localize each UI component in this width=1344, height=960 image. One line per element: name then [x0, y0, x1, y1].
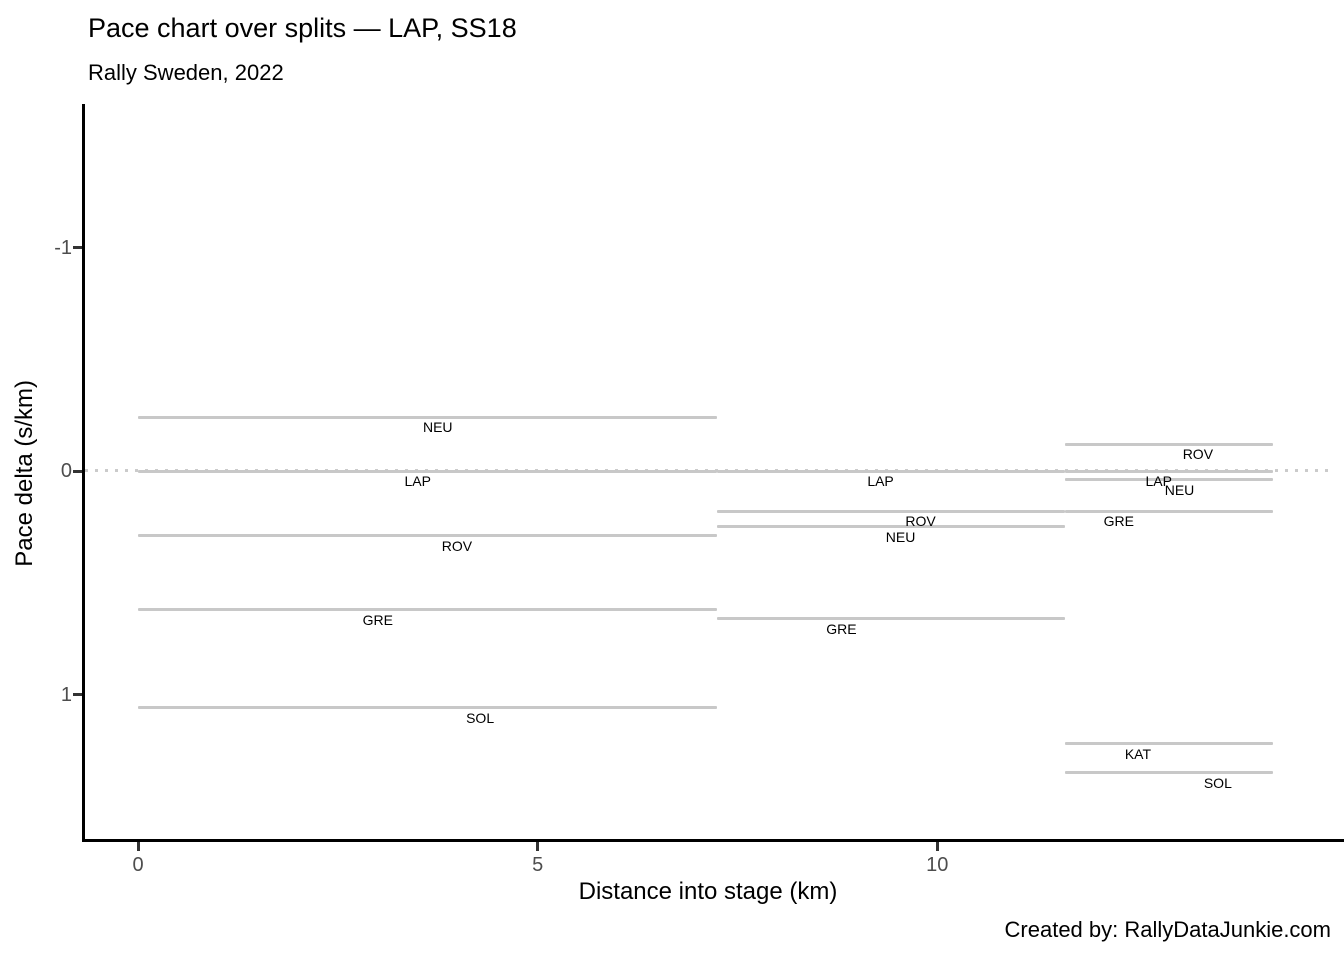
x-tick [536, 842, 540, 851]
driver-label-lap-2: LAP [1145, 473, 1172, 489]
pace-segment-gre-2 [1065, 509, 1273, 513]
y-tick-label: 0 [60, 460, 72, 482]
y-axis-line [82, 104, 85, 842]
driver-label-neu-1: NEU [885, 528, 916, 545]
x-tick-label: 0 [132, 854, 144, 876]
pace-segment-rov-0 [138, 534, 718, 538]
pace-segment-sol-1 [1065, 771, 1273, 775]
x-tick-label: 10 [926, 854, 949, 876]
y-tick [73, 469, 82, 473]
pace-segment-lap-1 [717, 469, 1066, 473]
pace-segment-neu-1 [717, 525, 1066, 529]
driver-label-gre-2: GRE [1103, 513, 1134, 530]
x-tick [136, 842, 140, 851]
driver-label-kat-0: KAT [1124, 745, 1152, 762]
pace-segment-gre-1 [717, 617, 1066, 620]
pace-segment-lap-2 [1065, 469, 1273, 473]
pace-segment-neu-0 [138, 415, 718, 419]
pace-segment-sol-0 [138, 706, 718, 710]
x-tick [935, 842, 939, 851]
y-tick-label: 1 [60, 683, 72, 706]
driver-label-neu-2: NEU [1164, 481, 1195, 498]
pace-segment-gre-0 [138, 608, 718, 612]
y-tick [73, 693, 82, 696]
chart-subtitle: Rally Sweden, 2022 [88, 60, 284, 85]
x-tick-label: 5 [532, 854, 544, 876]
driver-label-sol-0: SOL [466, 709, 495, 726]
driver-label-lap-0: LAP [404, 473, 431, 489]
x-axis-line [82, 839, 1344, 842]
chart-title: Pace chart over splits — LAP, SS18 [88, 13, 517, 43]
pace-segment-lap-0 [138, 469, 718, 473]
driver-label-neu-0: NEU [422, 419, 453, 436]
y-tick-label: -1 [54, 236, 72, 259]
driver-label-gre-1: GRE [826, 620, 857, 637]
driver-label-lap-1: LAP [867, 473, 894, 489]
y-tick [73, 246, 82, 249]
chart-caption: Created by: RallyDataJunkie.com [1004, 917, 1331, 942]
pace-segment-rov-1 [717, 509, 1066, 513]
pace-segment-neu-2 [1065, 478, 1273, 482]
driver-label-rov-1: ROV [905, 513, 936, 530]
driver-label-sol-1: SOL [1203, 774, 1232, 791]
driver-label-rov-2: ROV [1182, 446, 1214, 463]
driver-label-rov-0: ROV [441, 537, 473, 554]
x-axis-title: Distance into stage (km) [578, 878, 838, 905]
pace-segment-rov-2 [1065, 442, 1273, 446]
driver-label-gre-0: GRE [362, 611, 393, 628]
pace-segment-kat-0 [1065, 742, 1273, 746]
